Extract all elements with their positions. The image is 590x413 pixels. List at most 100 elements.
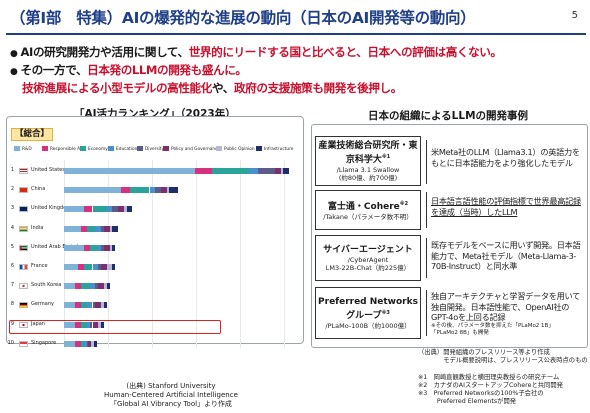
legend-label: R&D — [22, 147, 32, 152]
country-label: India — [31, 224, 44, 231]
bar-segment — [103, 302, 107, 309]
legend-item: Infrastructure — [256, 146, 293, 152]
bar-segment — [280, 168, 284, 174]
legend-item: Education — [108, 146, 137, 152]
rank-label: 4 — [10, 224, 14, 231]
gridline — [196, 160, 197, 348]
legend-label: Economy — [88, 147, 108, 152]
bar-segment — [89, 244, 99, 251]
llm-heading: 日本の組織によるLLMの開発事例 — [368, 110, 529, 122]
bar-segment — [101, 302, 104, 309]
bullet-dot-icon: ● — [10, 67, 18, 77]
flag-icon — [19, 264, 28, 270]
bullet-1-text: AIの研究開発力や活用に関して、 — [20, 45, 189, 59]
bar-segment — [83, 206, 93, 213]
bar-segment — [112, 264, 116, 270]
org-box-cyberagent: サイバーエージェント /CyberAgent LM3-22B-Chat（約225… — [315, 235, 421, 281]
bar-segment — [123, 206, 127, 213]
legend-swatch — [216, 146, 222, 151]
bar-segment — [86, 225, 96, 232]
bar-segment — [91, 340, 94, 347]
bar-segment — [64, 340, 76, 347]
note-3b: Preferred Elementsが開発 — [418, 398, 517, 405]
bar-segment — [88, 340, 92, 347]
bar-segment — [112, 225, 119, 232]
legend-item: Policy and Governance — [163, 146, 220, 152]
rank-label: 1 — [10, 167, 14, 173]
bar-segment — [92, 302, 96, 309]
org-note-ref: ※3 — [381, 309, 390, 316]
org-model: /Llama 3.1 Swallow — [336, 165, 400, 174]
org-note-ref: ※1 — [381, 153, 391, 160]
llm-panel — [311, 124, 588, 348]
country-label: United Kingdom — [31, 205, 72, 212]
flag-icon — [19, 168, 28, 174]
legend-label: Diversity — [145, 147, 165, 152]
bullet-3-emphasis: 技術進展による小型モデルの高性能化 — [22, 81, 212, 95]
flag-icon — [19, 340, 28, 347]
org-model: /CyberAgent — [347, 255, 389, 264]
bar-segment — [103, 283, 107, 290]
rank-label: 2 — [10, 186, 14, 193]
bar-segment — [109, 244, 113, 251]
bar-segment — [160, 187, 167, 194]
bar-segment — [95, 225, 102, 232]
bar-segment — [106, 206, 113, 213]
bar-segment — [274, 168, 281, 174]
bar-segment — [98, 244, 102, 251]
org-box-fujitsu: 富士通・Cohere※2 /Takane（パラメータ数不明） — [315, 190, 421, 230]
bar-segment — [64, 244, 84, 251]
bar-segment — [75, 321, 82, 328]
country-label: Japan — [31, 320, 45, 327]
title-rule — [6, 33, 586, 35]
org-name: 富士通・Cohere — [327, 202, 400, 212]
bar-segment — [75, 283, 82, 290]
note-1: ※1 岡崎直観教授と横田理央教授らの研究チーム — [418, 374, 560, 381]
rank-label: 5 — [10, 243, 14, 250]
org-params: LM3-22B-Chat（約225億） — [325, 263, 411, 272]
bar-segment — [92, 264, 99, 270]
legend-item: Responsible AI — [42, 146, 81, 152]
bullet-2: ● その一方で、日本発のLLMの開発も盛んに。 — [10, 62, 247, 80]
legend-label: Infrastructure — [264, 147, 294, 152]
bar-segment — [86, 321, 90, 328]
bar-segment — [103, 244, 110, 251]
legend-swatch — [163, 146, 169, 151]
bar-segment — [81, 225, 87, 232]
org-desc-pfn: 独自アーキテクチャと学習データを用いて独自開発。日本語性能で、OpenAI社のG… — [431, 291, 581, 322]
bar-segment — [112, 206, 119, 213]
bar-segment — [101, 225, 104, 232]
bullet-1: ● AIの研究開発力や活用に関して、世界的にリードする国と比べると、日本への評価は… — [10, 44, 502, 62]
legend-item: Diversity — [137, 146, 164, 152]
country-label: France — [31, 263, 48, 269]
gridline — [108, 160, 109, 348]
bar-segment — [166, 187, 170, 194]
bar-segment — [101, 264, 107, 270]
bar-segment — [64, 321, 76, 328]
bar-segment — [129, 187, 150, 194]
rank-label: 8 — [10, 301, 14, 308]
bar-segment — [89, 283, 96, 290]
bullet-3: 技術進展による小型モデルの高性能化や、政府の支援施策も開発を後押し。 — [22, 80, 402, 96]
legend-swatch — [137, 146, 143, 151]
legend-swatch — [14, 146, 20, 151]
bar-segment — [109, 225, 113, 232]
bar-segment — [64, 283, 76, 290]
bar-segment — [257, 168, 275, 174]
page-title: （第Ⅰ部 特集）AIの爆発的な進展の動向（日本のAI開発等の動向） — [10, 9, 476, 27]
note-2: ※2 カナダのAIスタートアップCohereと共同開発 — [418, 382, 563, 389]
bar-segment — [98, 264, 102, 270]
bar-segment — [64, 264, 79, 270]
bar-segment — [89, 321, 93, 328]
flag-icon — [19, 187, 28, 194]
bar-segment — [95, 302, 102, 309]
bar-segment — [78, 264, 84, 270]
gridline — [240, 160, 241, 348]
page-number: 5 — [571, 10, 578, 21]
bar-segment — [81, 321, 87, 328]
gridline — [64, 160, 65, 348]
bar-segment — [98, 321, 102, 328]
rank-label: 6 — [10, 263, 14, 269]
japan-highlight-box — [9, 320, 221, 334]
note-3: ※3 Preferred Networksの100%子会社の — [418, 390, 544, 397]
